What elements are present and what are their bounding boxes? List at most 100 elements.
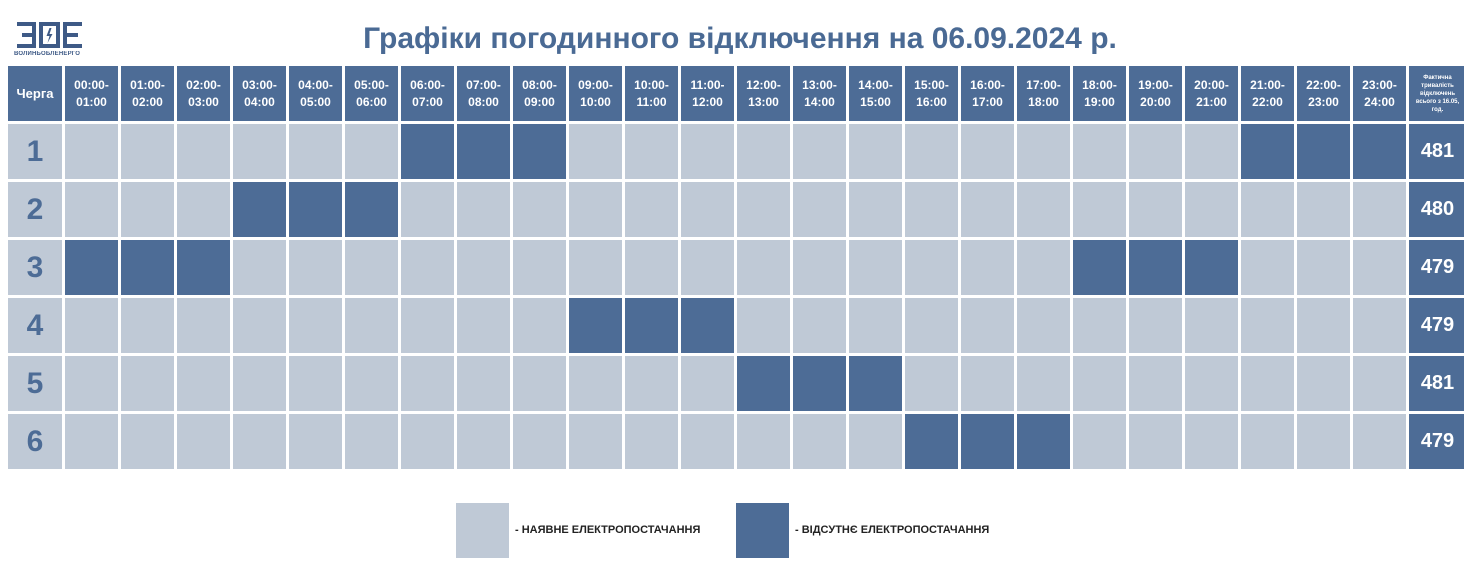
hour-cell-power-on [177, 414, 230, 469]
hour-column-header: 00:00- 01:00 [65, 66, 118, 121]
hour-column-header: 02:00- 03:00 [177, 66, 230, 121]
hour-cell-power-on [289, 356, 342, 411]
hour-cell-power-on [1017, 356, 1070, 411]
hour-column-header: 15:00- 16:00 [905, 66, 958, 121]
hour-cell-power-on [681, 414, 734, 469]
hour-cell-power-on [513, 240, 566, 295]
hour-cell-outage [345, 182, 398, 237]
total-duration-value: 481 [1409, 124, 1464, 179]
queue-number: 5 [8, 356, 62, 411]
hour-column-header: 12:00- 13:00 [737, 66, 790, 121]
hour-cell-power-on [681, 182, 734, 237]
hour-cell-outage [961, 414, 1014, 469]
hour-cell-outage [793, 356, 846, 411]
hour-cell-power-on [1297, 298, 1350, 353]
hour-cell-power-on [345, 414, 398, 469]
queue-number: 4 [8, 298, 62, 353]
hour-cell-power-on [121, 182, 174, 237]
hour-cell-power-on [513, 298, 566, 353]
hour-cell-power-on [1129, 414, 1182, 469]
queue-number: 2 [8, 182, 62, 237]
hour-cell-power-on [401, 356, 454, 411]
hour-cell-power-on [457, 240, 510, 295]
hour-cell-power-on [1241, 182, 1294, 237]
page-title: Графіки погодинного відключення на 06.09… [363, 22, 1117, 55]
hour-cell-power-on [1073, 124, 1126, 179]
hour-cell-power-on [233, 298, 286, 353]
hour-cell-power-on [1129, 356, 1182, 411]
hour-cell-power-on [1073, 356, 1126, 411]
hour-cell-power-on [1241, 356, 1294, 411]
hour-cell-power-on [1297, 240, 1350, 295]
hour-cell-power-on [793, 182, 846, 237]
total-duration-value: 480 [1409, 182, 1464, 237]
hour-column-header: 03:00- 04:00 [233, 66, 286, 121]
hour-cell-power-on [121, 298, 174, 353]
hour-cell-power-on [961, 240, 1014, 295]
hour-cell-power-on [905, 356, 958, 411]
hour-cell-power-on [513, 182, 566, 237]
queue-column-header: Черга [8, 66, 62, 121]
hour-cell-power-on [121, 356, 174, 411]
hour-cell-power-on [1241, 414, 1294, 469]
hour-cell-power-on [905, 240, 958, 295]
hour-cell-power-on [1241, 240, 1294, 295]
hour-cell-outage [569, 298, 622, 353]
hour-cell-power-on [65, 182, 118, 237]
hour-column-header: 13:00- 14:00 [793, 66, 846, 121]
total-duration-value: 479 [1409, 298, 1464, 353]
hour-cell-power-on [233, 240, 286, 295]
hour-column-header: 07:00- 08:00 [457, 66, 510, 121]
hour-cell-power-on [457, 414, 510, 469]
hour-column-header: 14:00- 15:00 [849, 66, 902, 121]
hour-cell-power-on [1353, 298, 1406, 353]
hour-column-header: 09:00- 10:00 [569, 66, 622, 121]
hour-cell-outage [65, 240, 118, 295]
hour-cell-outage [737, 356, 790, 411]
hour-column-header: 04:00- 05:00 [289, 66, 342, 121]
hour-column-header: 22:00- 23:00 [1297, 66, 1350, 121]
queue-number: 6 [8, 414, 62, 469]
hour-cell-power-on [961, 124, 1014, 179]
hour-cell-power-on [345, 298, 398, 353]
hour-cell-power-on [1185, 182, 1238, 237]
hour-cell-power-on [793, 298, 846, 353]
hour-cell-power-on [513, 356, 566, 411]
hour-cell-power-on [1017, 240, 1070, 295]
hour-column-header: 08:00- 09:00 [513, 66, 566, 121]
hour-column-header: 18:00- 19:00 [1073, 66, 1126, 121]
hour-cell-power-on [289, 414, 342, 469]
hour-cell-outage [457, 124, 510, 179]
hour-cell-power-on [793, 124, 846, 179]
hour-cell-power-on [1297, 356, 1350, 411]
outage-schedule-table: Черга 00:00- 01:00 01:00- 02:00 02:00- 03:0… [8, 66, 1464, 469]
hour-cell-outage [233, 182, 286, 237]
hour-cell-power-on [289, 240, 342, 295]
hour-cell-power-on [177, 298, 230, 353]
hour-column-header: 20:00- 21:00 [1185, 66, 1238, 121]
hour-cell-power-on [625, 240, 678, 295]
hour-cell-power-on [1353, 240, 1406, 295]
hour-column-header: 05:00- 06:00 [345, 66, 398, 121]
hour-cell-power-on [177, 182, 230, 237]
hour-cell-power-on [1017, 298, 1070, 353]
hour-cell-power-on [1353, 356, 1406, 411]
hour-cell-power-on [65, 124, 118, 179]
logo-mark-icon [17, 22, 82, 48]
hour-cell-power-on [1017, 124, 1070, 179]
total-duration-value: 481 [1409, 356, 1464, 411]
hour-cell-power-on [737, 124, 790, 179]
hour-cell-power-on [625, 356, 678, 411]
hour-cell-power-on [457, 182, 510, 237]
legend-swatch-power-on [456, 503, 509, 558]
hour-cell-power-on [737, 298, 790, 353]
hour-cell-power-on [905, 182, 958, 237]
legend-swatch-power-off [736, 503, 789, 558]
hour-cell-power-on [121, 124, 174, 179]
legend-label-power-off: - ВІДСУТНЄ ЕЛЕКТРОПОСТАЧАННЯ [795, 524, 990, 536]
hour-column-header: 16:00- 17:00 [961, 66, 1014, 121]
hour-cell-power-on [457, 298, 510, 353]
hour-cell-power-on [1353, 182, 1406, 237]
hour-cell-power-on [849, 414, 902, 469]
hour-cell-power-on [905, 298, 958, 353]
